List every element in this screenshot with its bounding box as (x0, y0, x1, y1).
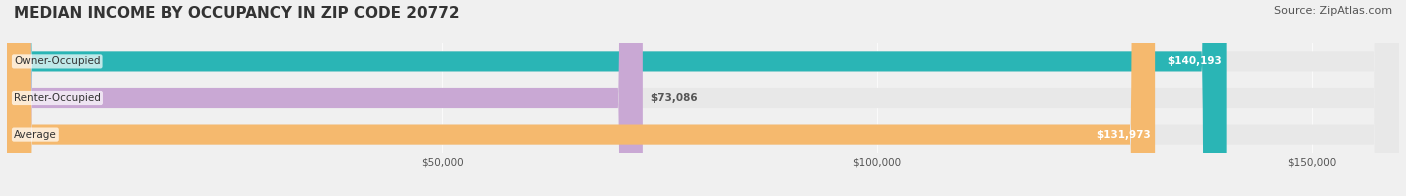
FancyBboxPatch shape (7, 0, 1226, 196)
Text: Source: ZipAtlas.com: Source: ZipAtlas.com (1274, 6, 1392, 16)
Text: $140,193: $140,193 (1168, 56, 1222, 66)
Text: Renter-Occupied: Renter-Occupied (14, 93, 101, 103)
FancyBboxPatch shape (7, 0, 1399, 196)
Text: $73,086: $73,086 (650, 93, 697, 103)
FancyBboxPatch shape (7, 0, 1399, 196)
FancyBboxPatch shape (7, 0, 1156, 196)
Text: MEDIAN INCOME BY OCCUPANCY IN ZIP CODE 20772: MEDIAN INCOME BY OCCUPANCY IN ZIP CODE 2… (14, 6, 460, 21)
Text: Average: Average (14, 130, 56, 140)
FancyBboxPatch shape (7, 0, 1399, 196)
Text: $131,973: $131,973 (1097, 130, 1152, 140)
FancyBboxPatch shape (7, 0, 643, 196)
Text: Owner-Occupied: Owner-Occupied (14, 56, 100, 66)
